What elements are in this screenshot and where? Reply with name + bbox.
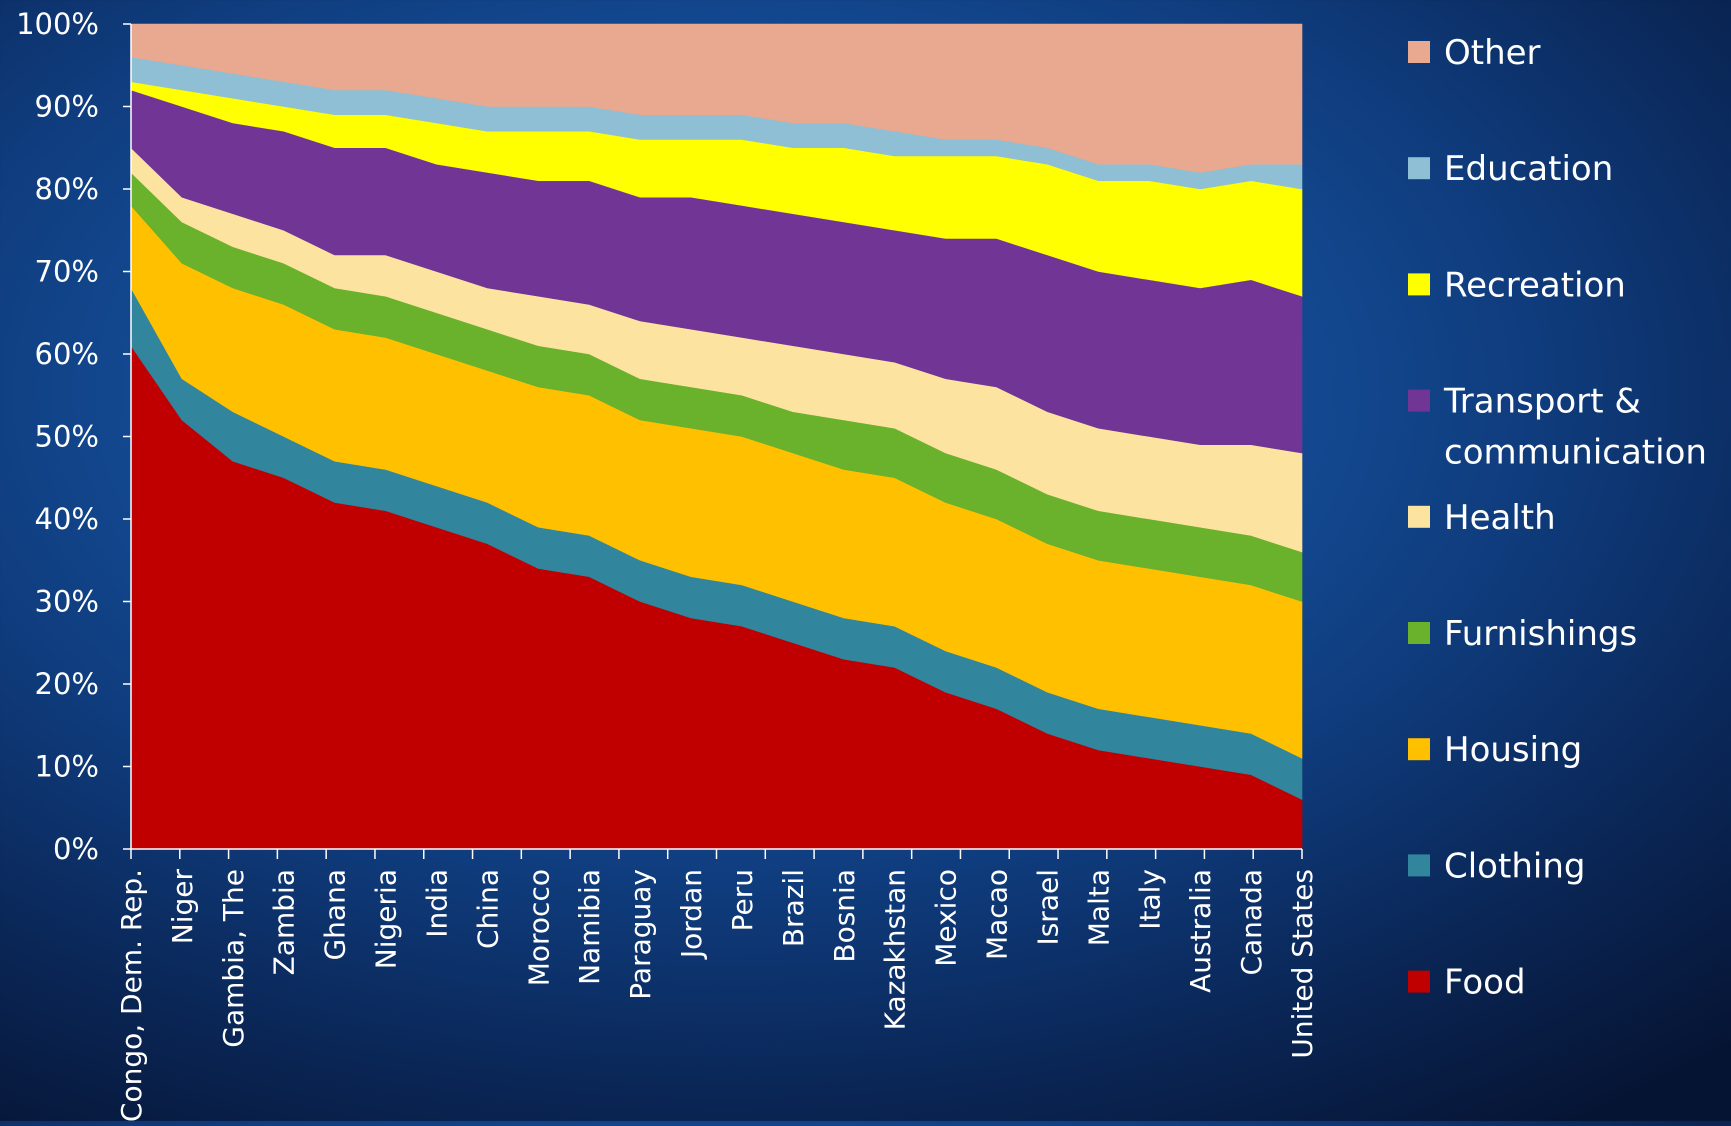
x-tick-labels: Congo, Dem. Rep. Niger Gambia, The Zambia Gh… [115,869,1319,1123]
x-tick-label: Morocco [522,869,555,986]
x-tick-label: Nigeria [370,869,403,969]
legend-label: Furnishings [1444,614,1637,654]
legend-item-food: Food [1408,963,1526,1003]
legend-label: Other [1444,33,1541,73]
x-tick-label: Macao [981,869,1014,960]
axes-layer [123,23,1303,859]
legend-item-furnishings: Furnishings [1408,614,1637,654]
legend-swatch [1408,273,1430,296]
legend-item-housing: Housing [1408,730,1582,770]
x-tick-label: Kazakhstan [879,869,912,1030]
y-tick-label: 40% [35,502,99,536]
x-tick-label: China [471,869,504,949]
legend-swatch [1408,970,1430,993]
x-tick-label: Ghana [319,869,352,961]
y-tick-label: 10% [35,750,99,784]
x-tick-label: Bosnia [828,869,861,963]
area-other [130,23,1303,173]
y-tick-label: 60% [35,337,99,371]
x-tick-label: Jordan [675,869,708,960]
y-tick-label: 100% [16,7,99,41]
x-tick-label: Congo, Dem. Rep. [115,869,148,1121]
legend-label: Housing [1444,730,1582,770]
legend-label: Clothing [1444,846,1585,886]
legend-swatch [1408,505,1430,528]
legend-label: Transport & communication [1443,382,1707,473]
y-tick-labels: 0% 10% 20% 30% 40% 50% 60% 70% 80% 90% 100% [16,7,99,866]
legend-item-transport-communication: Transport & communication [1408,382,1707,473]
x-tick-label: Niger [166,869,199,945]
legend-item-education: Education [1408,149,1613,189]
x-tick-label: Canada [1235,869,1268,976]
x-tick-label: Zambia [268,869,301,975]
y-tick-label: 80% [35,172,99,206]
x-tick-label: Paraguay [624,869,657,1000]
legend-swatch [1408,738,1430,761]
x-tick-label: Mexico [930,869,963,967]
legend-label: Food [1444,963,1526,1003]
legend-item-health: Health [1408,498,1556,538]
legend-swatch [1408,854,1430,877]
legend-item-recreation: Recreation [1408,265,1626,305]
legend-label: Recreation [1444,265,1626,305]
x-tick-label: Gambia, The [217,869,250,1048]
legend-swatch [1408,41,1430,63]
y-tick-label: 90% [35,90,99,124]
legend-swatch [1408,622,1430,644]
y-tick-label: 20% [35,667,99,701]
x-tick-label: Italy [1133,869,1166,930]
legend-label: Education [1444,149,1613,189]
x-tick-label: Australia [1184,869,1217,993]
y-tick-label: 70% [35,255,99,289]
y-tick-label: 30% [35,585,99,619]
areas-layer [130,23,1303,850]
x-tick-label: Peru [726,869,759,931]
x-tick-label: India [420,869,453,938]
x-tick-label: Brazil [777,869,810,947]
x-tick-label: Malta [1082,869,1115,946]
x-tick-label: Namibia [573,869,606,985]
x-tick-label: Israel [1031,869,1064,946]
legend-label: Health [1444,498,1556,538]
legend: Other Education Recreation Transport & commu… [1408,33,1707,1003]
legend-item-clothing: Clothing [1408,846,1585,886]
legend-item-other: Other [1408,33,1541,73]
legend-swatch [1408,157,1430,180]
y-tick-label: 0% [53,832,99,866]
x-tick-label: United States [1286,869,1319,1059]
legend-swatch [1408,389,1430,412]
y-tick-label: 50% [35,420,99,454]
